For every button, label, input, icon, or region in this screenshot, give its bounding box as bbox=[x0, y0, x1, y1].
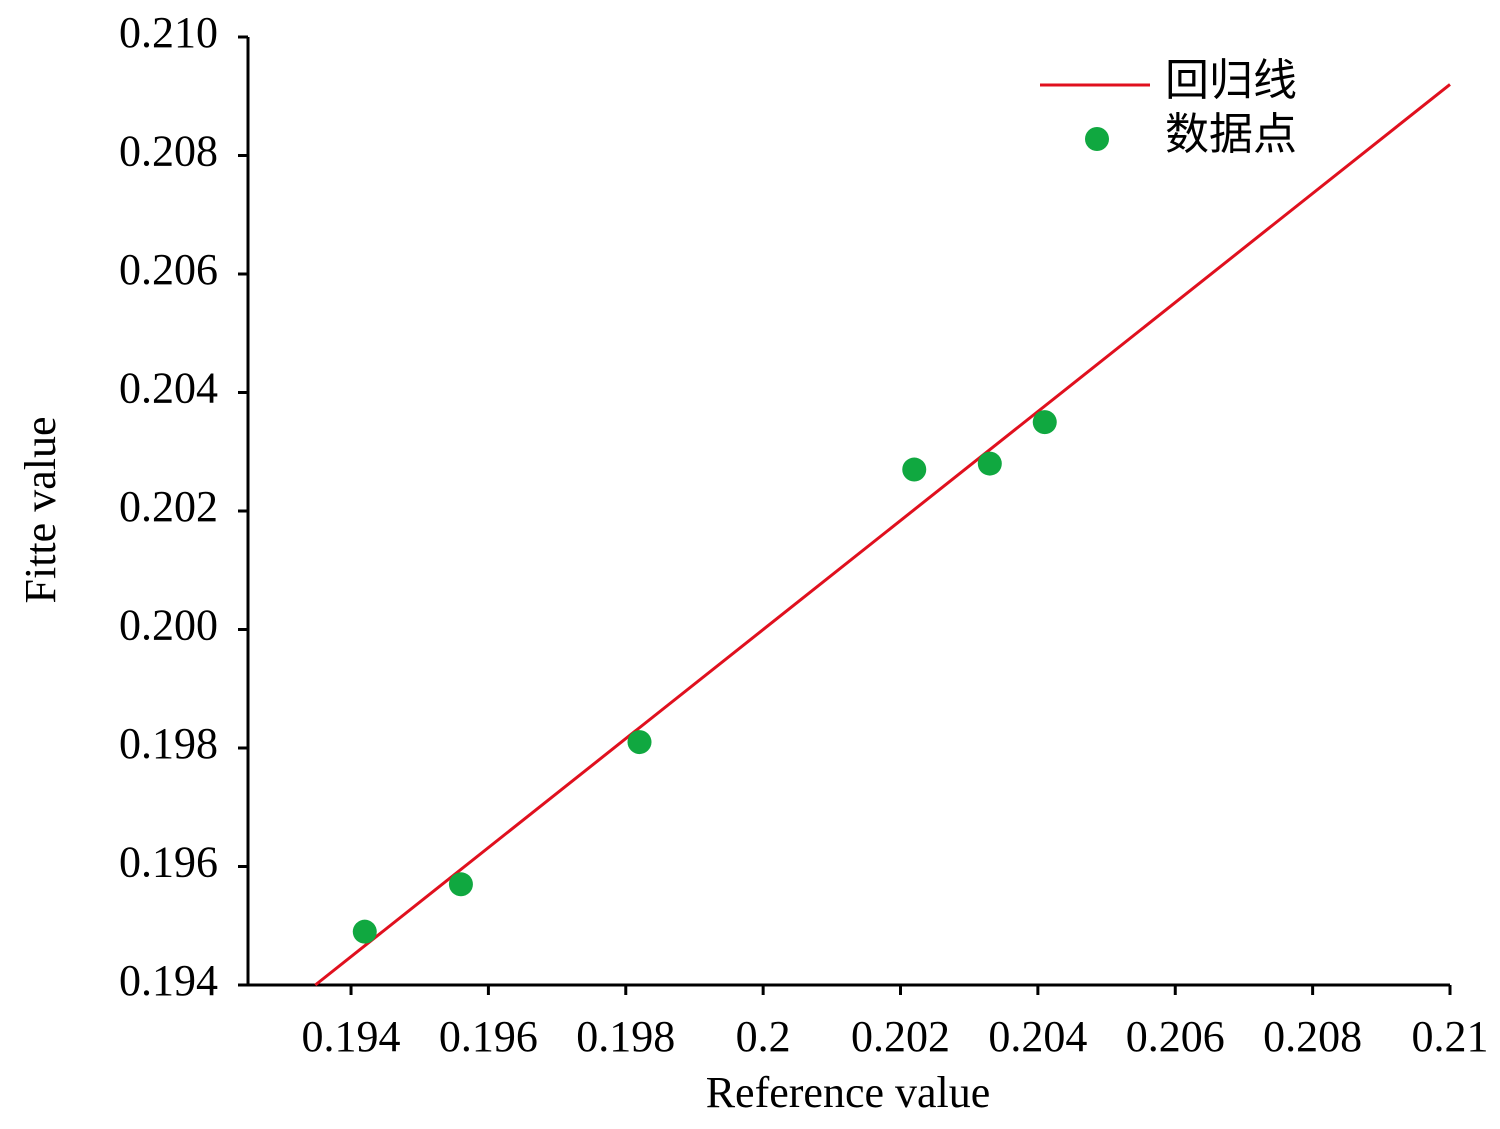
x-tick-label: 0.208 bbox=[1263, 1012, 1362, 1061]
data-point bbox=[977, 451, 1002, 476]
y-tick-label: 0.200 bbox=[119, 601, 218, 650]
regression-line bbox=[314, 83, 1451, 987]
x-tick-label: 0.2 bbox=[736, 1012, 791, 1061]
y-axis-label: Fitte value bbox=[16, 417, 65, 604]
data-point bbox=[1032, 410, 1057, 435]
x-tick-label: 0.194 bbox=[302, 1012, 401, 1061]
data-point bbox=[627, 730, 652, 755]
x-axis-label: Reference value bbox=[706, 1068, 991, 1117]
y-tick-label: 0.210 bbox=[119, 8, 218, 57]
y-tick-label: 0.208 bbox=[119, 127, 218, 176]
data-point bbox=[902, 457, 927, 482]
y-tick-label: 0.198 bbox=[119, 719, 218, 768]
data-point bbox=[448, 872, 473, 897]
y-tick-label: 0.204 bbox=[119, 364, 218, 413]
y-tick-label: 0.196 bbox=[119, 838, 218, 887]
legend-label: 数据点 bbox=[1165, 110, 1297, 159]
y-tick-label: 0.206 bbox=[119, 245, 218, 294]
x-tick-label: 0.198 bbox=[576, 1012, 675, 1061]
x-tick-label: 0.196 bbox=[439, 1012, 538, 1061]
legend-marker bbox=[1085, 127, 1109, 151]
x-tick-label: 0.206 bbox=[1126, 1012, 1225, 1061]
x-tick-label: 0.204 bbox=[988, 1012, 1087, 1061]
y-tick-label: 0.194 bbox=[119, 956, 218, 1005]
y-tick-label: 0.202 bbox=[119, 482, 218, 531]
x-tick-label: 0.202 bbox=[851, 1012, 950, 1061]
legend-label: 回归线 bbox=[1165, 56, 1297, 105]
x-tick-label: 0.21 bbox=[1412, 1012, 1489, 1061]
data-point bbox=[352, 919, 377, 944]
